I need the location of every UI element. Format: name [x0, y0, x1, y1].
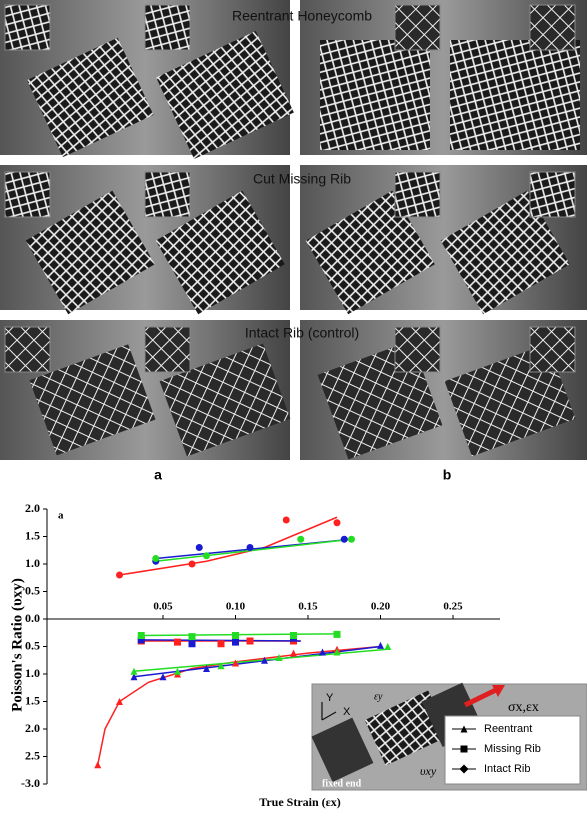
inset-label: Y — [326, 692, 334, 704]
marker — [232, 632, 239, 639]
y-tick-label: -3.0 — [21, 776, 40, 790]
fit-line — [141, 633, 338, 637]
inset-label: fixed end — [322, 778, 362, 789]
fit-line — [119, 516, 338, 576]
legend-label: Missing Rib — [484, 743, 541, 755]
inset-label: υxy — [420, 764, 437, 778]
marker — [290, 649, 297, 657]
legend-marker — [460, 745, 468, 753]
marker — [195, 544, 203, 551]
marker — [159, 673, 167, 681]
marker — [130, 667, 138, 675]
marker — [348, 535, 355, 543]
x-tick-label: 0.15 — [298, 601, 318, 613]
marker — [261, 656, 268, 664]
marker — [174, 638, 181, 646]
photo-panels: Reentrant Honeycomb Cut Missing Rib Inta… — [0, 0, 587, 483]
y-tick-label: 0.0 — [25, 611, 40, 625]
marker — [116, 698, 123, 705]
y-tick-label: 0.5 — [25, 638, 40, 652]
fit-line — [155, 538, 352, 562]
marker — [246, 544, 254, 551]
marker — [384, 643, 392, 650]
marker — [203, 552, 210, 560]
x-tick-label: 0.05 — [153, 601, 173, 613]
legend-label: Intact Rib — [484, 763, 530, 775]
marker — [282, 516, 290, 524]
marker — [377, 641, 384, 649]
marker — [188, 640, 196, 648]
marker — [333, 648, 341, 656]
inset-label: σx,εx — [508, 700, 539, 715]
inset: Y X εy σx,εx υxy fixed end — [311, 682, 587, 791]
x-tick-label: 0.10 — [226, 601, 246, 613]
legend-marker — [459, 764, 469, 774]
marker — [152, 555, 160, 562]
marker — [217, 640, 225, 648]
marker — [333, 630, 341, 638]
fit-line — [133, 648, 388, 672]
marker — [188, 633, 196, 641]
y-tick-label: 1.0 — [25, 556, 40, 570]
panel-label: b — [443, 467, 452, 483]
legend-label: Reentrant — [484, 723, 532, 735]
marker — [130, 673, 138, 681]
y-tick-label: 1.0 — [25, 666, 40, 680]
x-tick-label: 0.20 — [371, 601, 391, 613]
y-tick-label: 1.5 — [25, 693, 40, 707]
marker — [297, 535, 305, 543]
marker — [203, 665, 210, 672]
marker — [217, 662, 225, 670]
inset-label: X — [343, 706, 351, 718]
marker — [340, 535, 348, 543]
marker — [188, 560, 196, 568]
marker — [174, 667, 181, 675]
legend-marker — [460, 725, 468, 733]
marker — [275, 654, 283, 661]
y-tick-label: 2.0 — [25, 501, 40, 515]
marker — [333, 519, 341, 527]
inset-label: εy — [374, 691, 383, 702]
chart-panel-label: a — [58, 510, 64, 522]
y-tick-label: 1.5 — [25, 528, 40, 542]
x-tick-label: 0.25 — [443, 601, 463, 613]
marker — [137, 632, 145, 639]
marker — [232, 638, 239, 646]
marker — [319, 648, 326, 656]
x-axis-label: True Strain (εx) — [259, 795, 341, 809]
marker — [137, 636, 145, 644]
panel-label: a — [154, 467, 162, 483]
row-title: Reentrant Honeycomb — [232, 8, 372, 24]
row-title: Cut Missing Rib — [253, 171, 351, 187]
y-tick-label: 0.5 — [25, 583, 40, 597]
y-axis-label: Poisson's Ratio (υxy) — [9, 578, 25, 712]
marker — [94, 761, 102, 769]
marker — [290, 632, 297, 639]
row-title: Intact Rib (control) — [245, 325, 359, 341]
y-tick-label: 2.0 — [25, 721, 40, 735]
marker — [232, 659, 239, 667]
y-tick-label: 2.5 — [25, 748, 40, 762]
marker — [246, 637, 254, 645]
chart: a Poisson's Ratio (υxy) True Strain (εx)… — [9, 501, 587, 809]
marker — [116, 571, 123, 579]
fit-line — [133, 645, 381, 678]
